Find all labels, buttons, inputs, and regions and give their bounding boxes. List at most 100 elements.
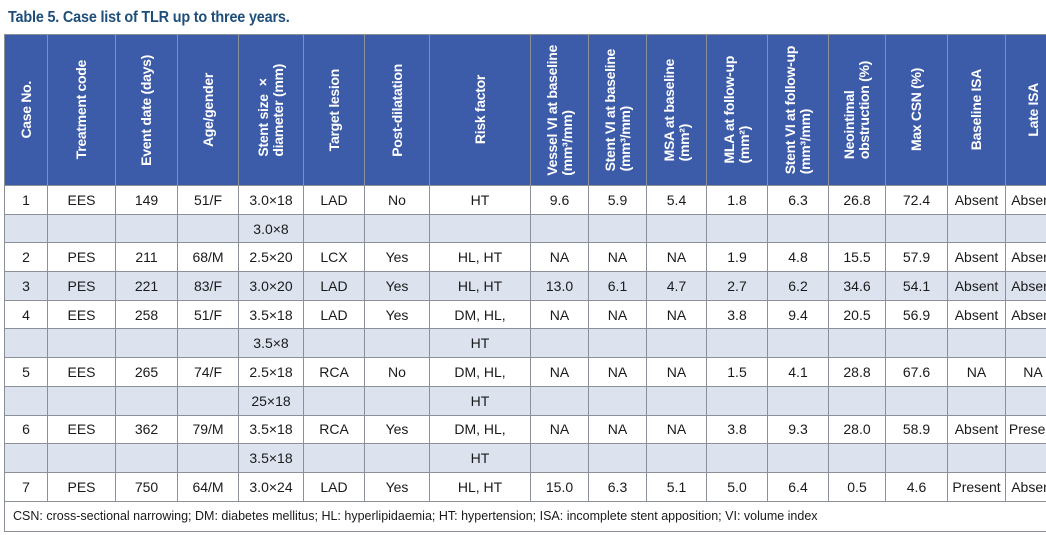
table-cell (429, 213, 531, 244)
table-cell: DM, HL, (429, 414, 531, 445)
table-cell: Absent (1005, 471, 1046, 502)
table-cell (1005, 443, 1046, 473)
table-cell: NA (588, 414, 647, 445)
table-cell (530, 385, 589, 416)
table-footnote: CSN: cross-sectional narrowing; DM: diab… (4, 500, 1046, 532)
table-cell (706, 385, 768, 416)
table-row: 3.5×8 HT (4, 328, 1046, 359)
table-cell: LCX (303, 242, 365, 273)
table-cell: 68/M (177, 242, 239, 273)
table-cell (947, 385, 1006, 416)
table-cell: 258 (115, 299, 178, 330)
table-cell: RCA (303, 357, 365, 387)
table-cell: NA (646, 299, 707, 330)
table-row: 2 PES 211 68/M 2.5×20 LCX Yes HL, HT NA NA NA 1.9 4.… (4, 242, 1046, 273)
table-cell: 28.0 (828, 414, 886, 445)
column-header: Stent size × diameter (mm) (238, 34, 304, 186)
table-cell (4, 328, 48, 359)
column-header: Neointimal obstruction (%) (828, 34, 886, 186)
table-cell: NA (530, 242, 589, 273)
column-header-label: MSA at baseline (mm²) (660, 58, 692, 162)
table-cell: 5 (4, 357, 48, 387)
table-cell: 3.0×20 (238, 271, 304, 301)
table-cell: Present (947, 471, 1006, 502)
table-cell: 4.6 (885, 471, 948, 502)
table-cell: 2.7 (706, 271, 768, 301)
table-cell: LAD (303, 471, 365, 502)
column-header-label: Post-dilatation (388, 63, 405, 157)
table-cell (588, 328, 647, 359)
column-header-label: Treatment code (73, 60, 89, 160)
table-row: 1 EES 149 51/F 3.0×18 LAD No HT 9.6 5.9 5.4 1.8 6.3 2… (4, 185, 1046, 215)
table-cell (47, 385, 116, 416)
column-header: Risk factor (429, 34, 531, 186)
table-cell: NA (530, 357, 589, 387)
table-cell: PES (47, 242, 116, 273)
table-cell: 15.5 (828, 242, 886, 273)
table-cell (1005, 328, 1046, 359)
table-cell (885, 213, 948, 244)
table-cell (588, 213, 647, 244)
table-cell: 79/M (177, 414, 239, 445)
table-cell (4, 385, 48, 416)
table-cell: 67.6 (885, 357, 948, 387)
table-cell: No (364, 357, 430, 387)
table-cell: 56.9 (885, 299, 948, 330)
table-cell (885, 328, 948, 359)
table-cell (767, 213, 829, 244)
table-cell: 1 (4, 185, 48, 215)
table-cell: 72.4 (885, 185, 948, 215)
table-caption: Table 5. Case list of TLR up to three ye… (8, 9, 290, 26)
table-cell: 15.0 (530, 471, 589, 502)
table-cell: EES (47, 185, 116, 215)
table-cell (646, 328, 707, 359)
column-header-label: Stent VI at baseline (mm³/mm) (601, 48, 633, 172)
table-cell (364, 385, 430, 416)
table-cell: 265 (115, 357, 178, 387)
table-cell (303, 385, 365, 416)
column-header-label: Risk factor (471, 75, 488, 145)
table-cell (115, 443, 178, 473)
table-cell: NA (530, 414, 589, 445)
table-cell: Yes (364, 242, 430, 273)
footnote-row: CSN: cross-sectional narrowing; DM: diab… (4, 500, 1046, 532)
table-cell: 750 (115, 471, 178, 502)
table-cell: 6.4 (767, 471, 829, 502)
table-cell (530, 213, 589, 244)
table-cell: 6.2 (767, 271, 829, 301)
table-row: 3 PES 221 83/F 3.0×20 LAD Yes HL, HT 13.0 6.1 4.7 2… (4, 271, 1046, 301)
table-cell: 211 (115, 242, 178, 273)
column-header: Post-dilatation (364, 34, 430, 186)
table-cell (588, 443, 647, 473)
table-cell: 3.5×18 (238, 299, 304, 330)
table-cell: 34.6 (828, 271, 886, 301)
table-cell: 5.4 (646, 185, 707, 215)
header-row: Case No. Treatment code Event date (days) A… (4, 34, 1046, 186)
table-cell: Absent (1005, 242, 1046, 273)
table-cell: NA (646, 357, 707, 387)
table-cell (115, 328, 178, 359)
table-cell: HL, HT (429, 242, 531, 273)
table-cell (303, 328, 365, 359)
column-header: Event date (days) (115, 34, 178, 186)
table-cell: Absent (947, 414, 1006, 445)
table-cell: 5.1 (646, 471, 707, 502)
table-cell: NA (1005, 357, 1046, 387)
table-cell: 54.1 (885, 271, 948, 301)
table-cell: EES (47, 299, 116, 330)
table-cell: Yes (364, 471, 430, 502)
table-row: 25×18 HT (4, 385, 1046, 416)
table-cell: 3.8 (706, 414, 768, 445)
table-body: 1 EES 149 51/F 3.0×18 LAD No HT 9.6 5.9 5.4 1.8 6.3 2… (4, 185, 1046, 502)
column-header: Max CSN (%) (885, 34, 948, 186)
column-header: Stent VI at baseline (mm³/mm) (588, 34, 647, 186)
table-cell: PES (47, 471, 116, 502)
table-cell: 25×18 (238, 385, 304, 416)
column-header-label: Late ISA (1024, 83, 1041, 137)
table-cell: Absent (947, 299, 1006, 330)
table-cell: Absent (947, 242, 1006, 273)
table-cell: DM, HL, (429, 299, 531, 330)
table-cell (828, 443, 886, 473)
table-cell (530, 328, 589, 359)
column-header-label: Age/gender (199, 72, 216, 147)
